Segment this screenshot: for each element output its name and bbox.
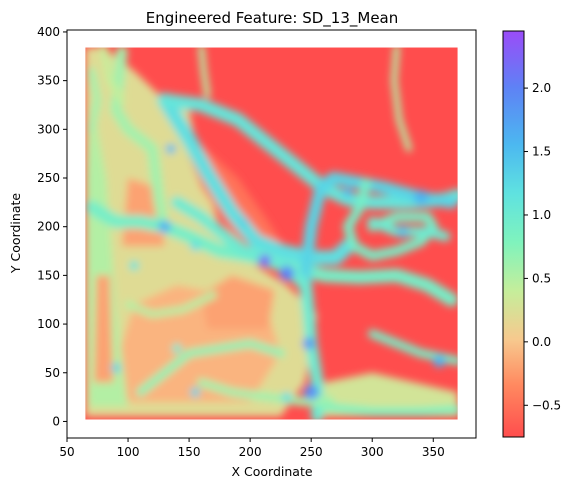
heatmap-hotspot [281,392,292,403]
x-tick-label: 150 [178,445,201,459]
colorbar-tick-label: −0.5 [532,398,561,412]
heatmap-ridge [299,171,458,319]
heatmap-region [93,275,114,383]
colorbar-tick-label: 0.0 [532,335,551,349]
heatmap-hotspot [396,225,409,238]
heatmap-hotspot [165,143,176,154]
heatmap-hotspot [303,384,319,400]
x-tick-label: 200 [239,445,262,459]
heatmap-features [85,47,458,420]
y-tick-label: 400 [37,25,60,39]
y-tick-label: 200 [37,220,60,234]
heatmap-ridge [391,47,412,152]
heatmap-hotspot [342,187,353,198]
x-tick-label: 300 [361,445,384,459]
y-axis-label: Y Coordinate [8,193,23,274]
x-tick-label: 250 [300,445,323,459]
heatmap-hotspot [433,354,446,368]
chart-title: Engineered Feature: SD_13_Mean [146,9,399,28]
heatmap-ridge [99,47,126,104]
heatmap-ridge [87,67,102,133]
y-tick-label: 100 [37,317,60,331]
heatmap-hotspot [239,216,249,227]
heatmap-ridge [136,339,285,397]
heatmap-ridge [342,178,439,261]
plot-frame [66,29,477,439]
heatmap-hotspot [258,254,271,267]
colorbar-tick-label: 1.0 [532,208,551,222]
y-tick-label: 50 [45,366,60,380]
heatmap-hotspot [413,190,429,205]
colorbar-tick-label: 0.5 [532,271,551,285]
y-axis: 0 50 100 150 200 250 300 350 400 [37,25,67,428]
y-tick-label: 350 [37,74,60,88]
heatmap-ridge [197,378,334,407]
heatmap-hotspot [110,362,121,373]
y-tick-label: 300 [37,122,60,136]
heatmap-hotspot [190,241,201,252]
x-tick-label: 350 [422,445,445,459]
heatmap-ridge [319,402,458,416]
y-tick-label: 0 [52,414,60,428]
heatmap-ridge [367,329,458,366]
colorbar-tick-label: 2.0 [532,81,551,95]
heatmap-ridge [124,291,218,318]
x-axis-label: X Coordinate [231,464,312,479]
colorbar-tick-label: 1.5 [532,145,551,159]
colorbar [502,30,525,438]
heatmap-ridge [198,47,211,99]
heatmap-ridge [110,47,168,223]
heatmap-hotspot [158,220,171,233]
heatmap-hotspot [190,387,201,398]
heatmap-ridge [367,216,451,242]
y-tick-label: 150 [37,268,60,282]
heatmap-hotspot [129,260,140,271]
heatmap-hotspot [171,343,182,354]
colorbar-ticks: −0.5 0.0 0.5 1.0 1.5 2.0 [524,81,561,412]
heatmap-area [85,47,458,420]
x-tick-label: 50 [59,445,74,459]
x-axis: 50 100 150 200 250 300 350 [59,438,445,459]
x-tick-label: 100 [117,445,140,459]
heatmap-region [201,275,275,329]
y-tick-label: 250 [37,171,60,185]
heatmap-hotspot [302,337,315,350]
heatmap-hotspot [279,266,295,281]
